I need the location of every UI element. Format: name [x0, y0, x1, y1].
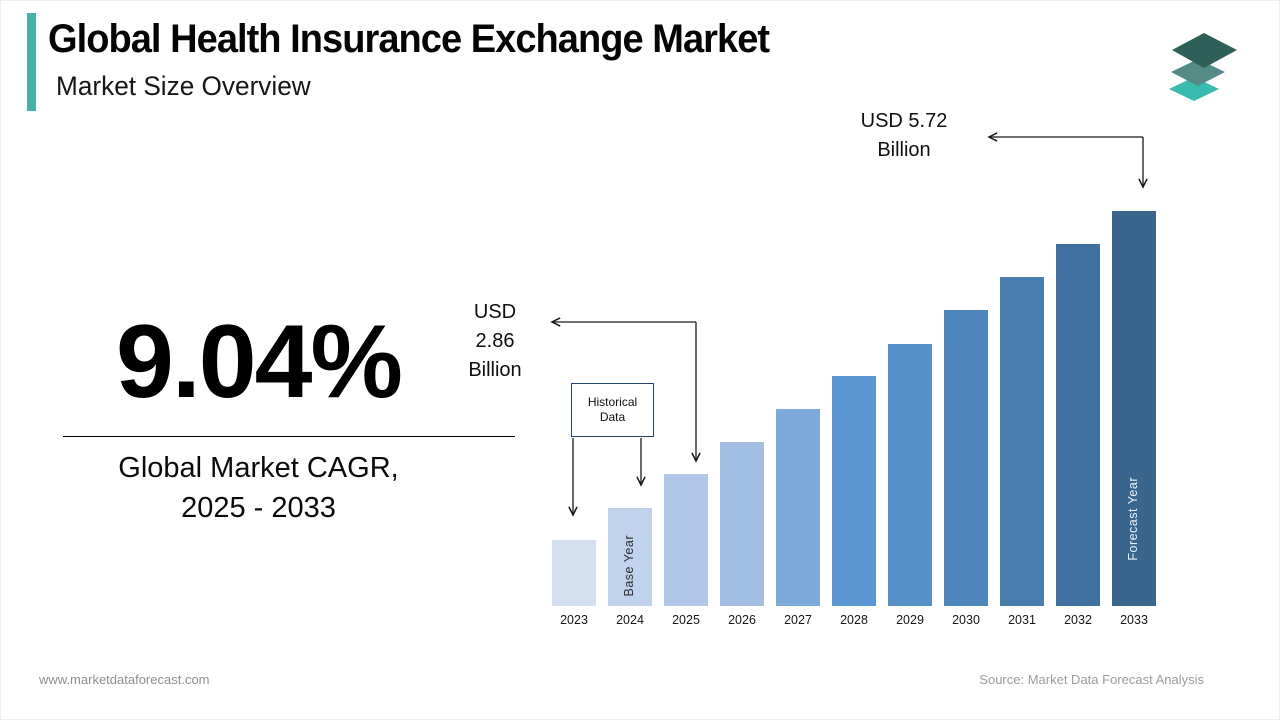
bar-2031: 2031 [1000, 277, 1044, 627]
forecast-value-line2: Billion [877, 139, 931, 161]
cagr-caption: Global Market CAGR, 2025 - 2033 [31, 448, 486, 528]
base-value-annotation: USD 2.86 Billion [449, 298, 541, 385]
cagr-caption-line2: 2025 - 2033 [181, 492, 336, 524]
source-credit: Source: Market Data Forecast Analysis [979, 672, 1204, 687]
teal-accent-bar [27, 13, 36, 111]
year-label-2032: 2032 [1064, 613, 1092, 627]
bar-2032: 2032 [1056, 244, 1100, 627]
year-label-2028: 2028 [840, 613, 868, 627]
website-url: www.marketdataforecast.com [39, 672, 210, 687]
year-label-2027: 2027 [784, 613, 812, 627]
bar-2027: 2027 [776, 409, 820, 627]
bar-2028: 2028 [832, 376, 876, 627]
year-label-2024: 2024 [616, 613, 644, 627]
bar-2024: Base Year 2024 [608, 508, 652, 627]
cagr-value: 9.04% [116, 304, 403, 420]
year-label-2025: 2025 [672, 613, 700, 627]
historical-data-line1: Historical [587, 395, 638, 409]
historical-data-line2: Data [599, 410, 626, 424]
year-label-2023: 2023 [560, 613, 588, 627]
year-label-2030: 2030 [952, 613, 980, 627]
stat-divider-line [63, 436, 515, 437]
year-label-2026: 2026 [728, 613, 756, 627]
base-value-line3: Billion [468, 359, 522, 381]
historical-data-box: Historical Data [571, 383, 654, 437]
bar-2023: 2023 [552, 540, 596, 627]
base-value-line2: 2.86 [475, 330, 515, 352]
page-title: Global Health Insurance Exchange Market [48, 17, 770, 61]
forecast-value-line1: USD 5.72 [860, 110, 948, 132]
bar-2029: 2029 [888, 344, 932, 627]
bar-inner-label-2024: Base Year [622, 534, 636, 597]
logo-layer-top [1172, 33, 1237, 68]
year-label-2029: 2029 [896, 613, 924, 627]
logo-layer-bottom [1169, 77, 1219, 101]
forecast-value-annotation: USD 5.72 Billion [839, 107, 969, 165]
bar-2033: Forecast Year 2033 [1112, 211, 1156, 627]
year-label-2033: 2033 [1120, 613, 1148, 627]
year-label-2031: 2031 [1008, 613, 1036, 627]
bar-2025: 2025 [664, 474, 708, 627]
bar-chart: 2023 Base Year 2024 2025 2026 2027 2028 2029 203… [552, 206, 1156, 627]
page-subtitle: Market Size Overview [56, 71, 311, 101]
base-value-line1: USD [473, 301, 517, 323]
bar-inner-label-2033: Forecast Year [1126, 477, 1140, 561]
bar-2026: 2026 [720, 442, 764, 627]
logo-layer-middle [1171, 59, 1225, 86]
cagr-caption-line1: Global Market CAGR, [118, 452, 399, 484]
bar-2030: 2030 [944, 310, 988, 627]
